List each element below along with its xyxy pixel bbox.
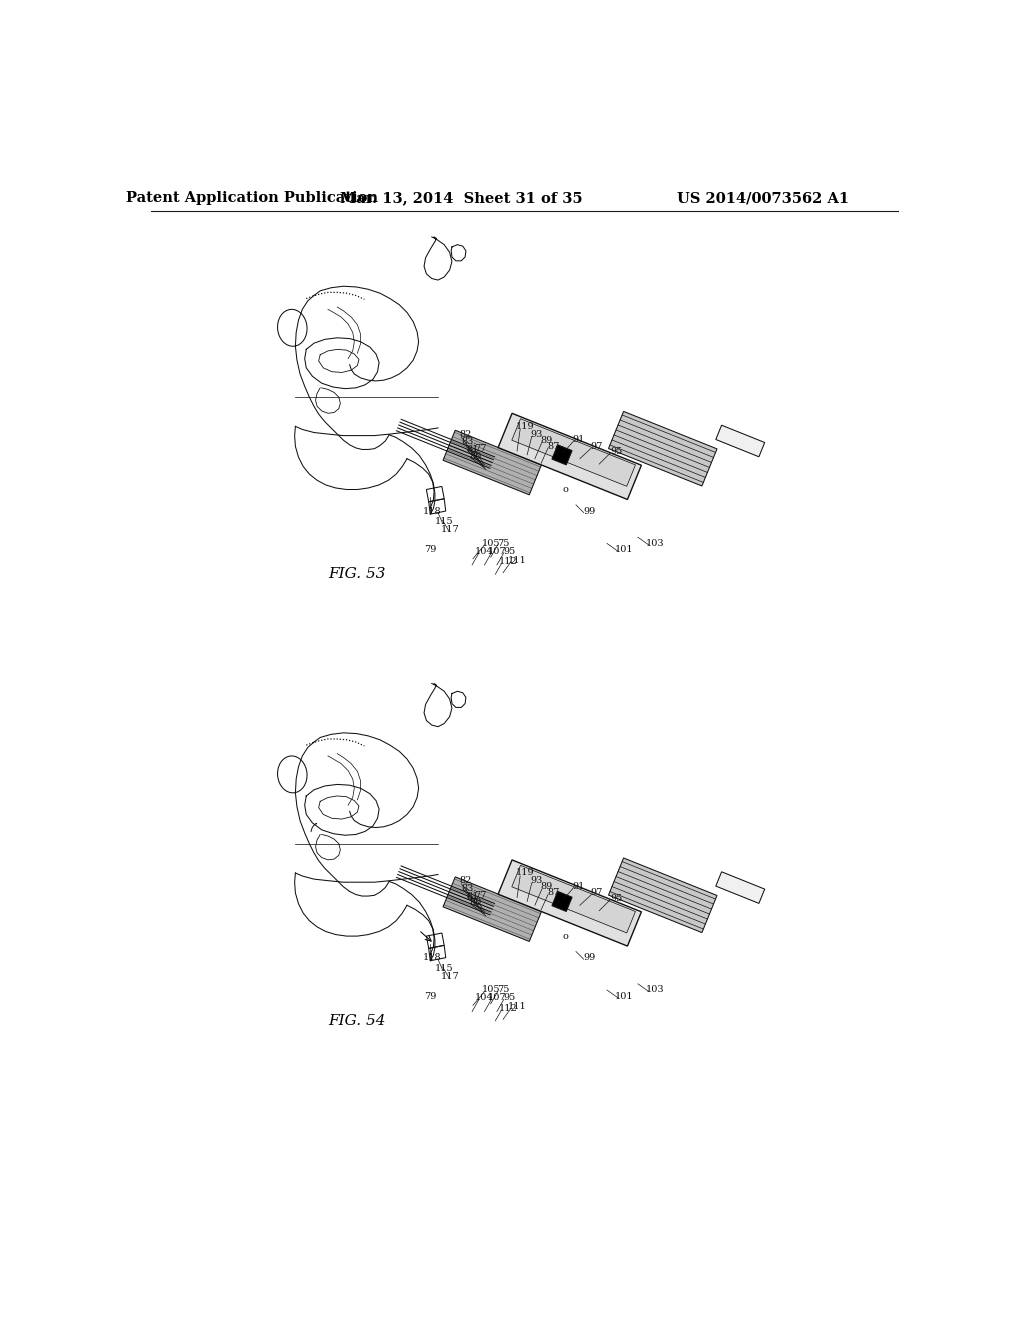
Text: 83.: 83. [461,437,477,446]
Text: 111: 111 [508,1002,526,1011]
Text: 95: 95 [610,447,623,457]
Text: 118: 118 [423,953,441,962]
Text: 82: 82 [460,429,472,438]
Polygon shape [552,891,572,912]
Text: Patent Application Publication: Patent Application Publication [126,191,378,206]
Text: 99: 99 [584,507,596,516]
Text: 95: 95 [503,993,515,1002]
Text: 79: 79 [424,545,436,554]
Text: 95: 95 [610,894,623,903]
Text: 87: 87 [547,442,560,451]
Text: 82: 82 [460,876,472,886]
Text: 93: 93 [530,429,543,438]
Text: 117: 117 [441,525,460,535]
Text: US 2014/0073562 A1: US 2014/0073562 A1 [678,191,850,206]
Polygon shape [552,445,572,465]
Polygon shape [443,876,542,941]
Text: 119: 119 [515,869,535,878]
Text: 95: 95 [503,546,515,556]
Text: 97: 97 [591,888,603,898]
Polygon shape [716,425,765,457]
Text: 97: 97 [591,442,603,451]
Text: 75: 75 [497,986,509,994]
Text: 99: 99 [584,953,596,962]
Text: 105: 105 [481,539,500,548]
Text: 103: 103 [646,539,665,548]
Text: 91: 91 [572,436,586,444]
Text: 79: 79 [424,991,436,1001]
Polygon shape [608,412,717,486]
Text: 107: 107 [487,546,506,556]
Text: 104: 104 [475,993,494,1002]
Text: 75: 75 [497,539,509,548]
Polygon shape [716,871,765,903]
Text: 81: 81 [466,891,478,900]
Polygon shape [512,866,636,933]
Text: 118: 118 [423,507,441,516]
Text: 77: 77 [474,891,486,900]
Text: 93: 93 [530,876,543,886]
Text: 103: 103 [646,986,665,994]
Text: Mar. 13, 2014  Sheet 31 of 35: Mar. 13, 2014 Sheet 31 of 35 [340,191,583,206]
Text: 87: 87 [547,888,560,898]
Text: FIG. 54: FIG. 54 [328,1014,385,1028]
Text: 89: 89 [541,436,553,445]
Polygon shape [512,418,636,486]
Text: 101: 101 [614,991,633,1001]
Text: 117: 117 [441,972,460,981]
Text: 112: 112 [499,557,517,566]
Text: 91: 91 [572,882,586,891]
Text: 80: 80 [469,451,481,461]
Text: 111: 111 [508,556,526,565]
Text: o: o [562,932,568,941]
Text: FIG. 53: FIG. 53 [328,568,385,581]
Text: 81: 81 [466,445,478,454]
Text: 104: 104 [475,546,494,556]
Polygon shape [498,859,641,946]
Polygon shape [443,430,542,495]
Text: 80: 80 [469,899,481,907]
FancyArrowPatch shape [311,824,316,832]
Text: 115: 115 [435,517,454,527]
Polygon shape [498,413,641,499]
Text: 89: 89 [541,882,553,891]
Text: 83.: 83. [461,884,477,892]
Text: 115: 115 [435,964,454,973]
Polygon shape [608,858,717,933]
Text: 101: 101 [614,545,633,554]
Text: 112: 112 [499,1005,517,1012]
Text: 105: 105 [481,986,500,994]
Text: 77: 77 [474,445,486,453]
Text: 107: 107 [487,993,506,1002]
Text: o: o [562,484,568,494]
Text: 119: 119 [515,422,535,430]
